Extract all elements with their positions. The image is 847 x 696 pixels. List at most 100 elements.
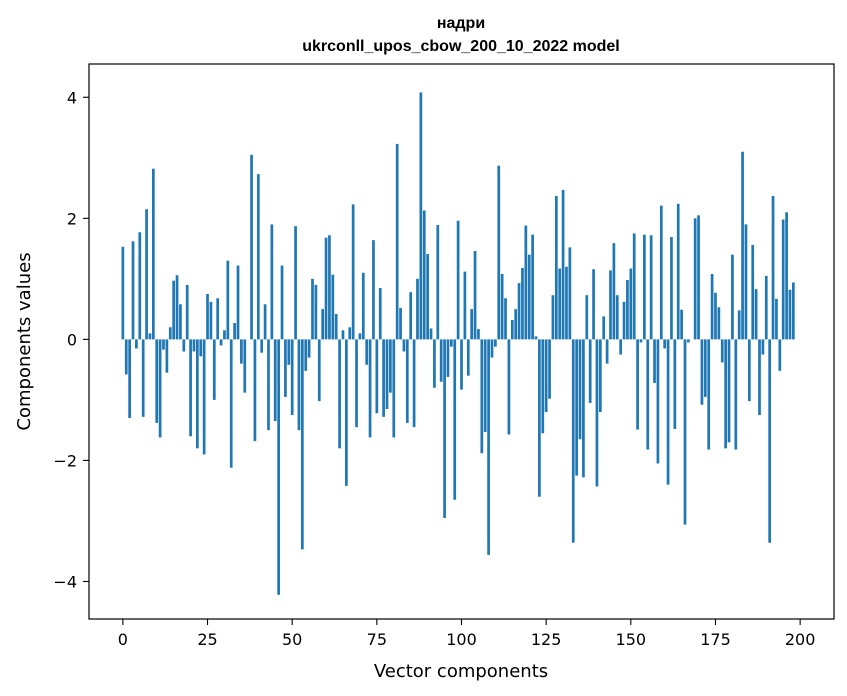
bar-41 — [260, 339, 264, 353]
bar-69 — [355, 339, 358, 428]
bar-184 — [744, 224, 748, 340]
bar-130 — [561, 189, 565, 340]
bar-140 — [595, 339, 599, 487]
bar-51 — [294, 226, 297, 340]
bar-164 — [676, 203, 680, 340]
bar-3 — [131, 241, 135, 340]
bar-47 — [280, 265, 284, 340]
bar-198 — [792, 282, 795, 340]
bar-12 — [162, 339, 165, 350]
bar-20 — [189, 339, 192, 437]
bar-190 — [764, 275, 768, 340]
bar-157 — [653, 339, 656, 383]
bar-106 — [480, 339, 484, 454]
bar-86 — [412, 339, 416, 428]
bar-119 — [524, 225, 528, 340]
x-axis: 0 25 50 75 100 125 150 175 200 — [118, 619, 815, 649]
bar-18 — [182, 339, 186, 352]
bar-196 — [785, 212, 788, 340]
bar-6 — [141, 339, 145, 417]
y-tick-label: 4 — [67, 88, 77, 107]
bar-66 — [345, 339, 348, 486]
bar-89 — [422, 210, 426, 340]
bar-46 — [277, 339, 280, 595]
bar-123 — [538, 339, 541, 497]
bar-79 — [389, 339, 392, 393]
bar-192 — [771, 195, 775, 340]
bar-62 — [331, 274, 335, 340]
bar-112 — [500, 274, 504, 340]
bar-181 — [734, 339, 738, 450]
bar-109 — [490, 339, 494, 358]
bar-35 — [240, 339, 243, 364]
bar-155 — [646, 339, 650, 450]
bar-97 — [449, 339, 453, 347]
x-tick-label: 175 — [700, 630, 731, 649]
bar-77 — [382, 339, 385, 417]
x-tick-label: 150 — [616, 630, 647, 649]
bar-72 — [365, 339, 369, 365]
bar-63 — [334, 313, 338, 340]
bar-183 — [741, 151, 744, 340]
bar-74 — [372, 240, 375, 340]
bar-80 — [392, 339, 396, 438]
bar-54 — [304, 339, 308, 371]
bar-171 — [700, 339, 704, 405]
bar-60 — [324, 237, 328, 340]
y-axis-label: Components values — [14, 252, 35, 430]
x-tick-label: 50 — [282, 630, 302, 649]
bar-143 — [605, 339, 609, 364]
bar-58 — [317, 339, 321, 402]
bar-152 — [636, 339, 639, 430]
x-tick-label: 100 — [446, 630, 477, 649]
bars — [121, 92, 795, 595]
bar-5 — [138, 232, 142, 340]
x-tick-label: 125 — [531, 630, 562, 649]
bar-128 — [554, 195, 558, 340]
bar-26 — [209, 301, 213, 340]
bar-14 — [168, 327, 172, 340]
bar-142 — [602, 316, 606, 340]
bar-44 — [270, 224, 274, 340]
bar-113 — [504, 298, 507, 340]
bar-4 — [135, 339, 138, 349]
bar-100 — [460, 339, 463, 390]
bar-153 — [639, 339, 643, 343]
bar-42 — [263, 304, 267, 340]
bar-182 — [737, 310, 741, 340]
bar-163 — [673, 339, 677, 429]
bar-75 — [375, 339, 379, 414]
bar-67 — [348, 327, 352, 340]
bar-28 — [216, 298, 220, 340]
bar-144 — [609, 270, 612, 340]
bar-34 — [236, 265, 240, 340]
bar-82 — [399, 307, 402, 340]
bar-189 — [761, 339, 765, 355]
bar-133 — [571, 339, 575, 543]
bar-160 — [663, 339, 667, 349]
bar-85 — [409, 292, 413, 340]
y-axis: −4 −2 0 2 4 — [53, 88, 89, 591]
bar-36 — [243, 339, 247, 393]
bar-132 — [568, 247, 572, 340]
bar-126 — [548, 339, 551, 399]
bar-107 — [483, 339, 487, 432]
bar-84 — [405, 339, 409, 423]
bar-159 — [659, 205, 663, 340]
bar-9 — [151, 168, 155, 340]
bar-53 — [300, 339, 304, 550]
bar-129 — [558, 268, 562, 340]
bar-180 — [731, 254, 734, 340]
bar-13 — [165, 339, 169, 373]
bar-149 — [626, 280, 629, 340]
bar-101 — [463, 271, 467, 340]
bar-33 — [233, 323, 236, 340]
bar-194 — [778, 339, 782, 371]
bar-176 — [717, 307, 721, 340]
bar-98 — [453, 339, 457, 500]
bar-111 — [497, 165, 501, 340]
bar-162 — [670, 237, 673, 340]
bar-158 — [656, 339, 660, 464]
bar-96 — [446, 339, 450, 377]
x-tick-label: 0 — [118, 630, 128, 649]
